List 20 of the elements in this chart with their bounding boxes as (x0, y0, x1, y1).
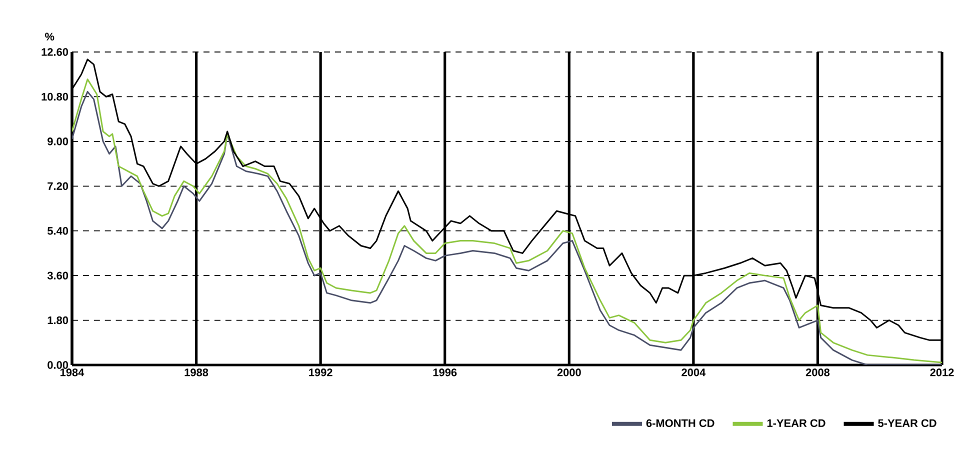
y-tick-label: 10.80 (42, 92, 68, 101)
x-tick-label: 1992 (309, 368, 332, 376)
legend-label: 1-YEAR CD (767, 419, 826, 428)
y-tick-label: 9.00 (48, 138, 68, 146)
y-tick-label: 5.40 (47, 226, 68, 235)
y-tick-label: 0.00 (48, 361, 68, 369)
x-tick-label: 1984 (60, 368, 84, 376)
y-tick-label: 7.20 (48, 182, 68, 190)
x-tick-label: 2008 (806, 368, 830, 376)
legend-label: 5-YEAR CD (878, 419, 936, 428)
x-tick-label: 2004 (682, 368, 706, 376)
x-tick-label: 2000 (557, 368, 581, 376)
y-axis-title: % (45, 32, 54, 40)
x-tick-label: 1988 (184, 368, 208, 376)
y-tick-label: 12.60 (42, 48, 68, 56)
legend-label: 6-MONTH CD (646, 419, 714, 428)
y-tick-label: 1.80 (48, 316, 68, 324)
x-tick-label: 2012 (930, 368, 954, 376)
x-tick-label: 1996 (433, 368, 457, 376)
y-tick-label: 3.60 (47, 272, 68, 280)
